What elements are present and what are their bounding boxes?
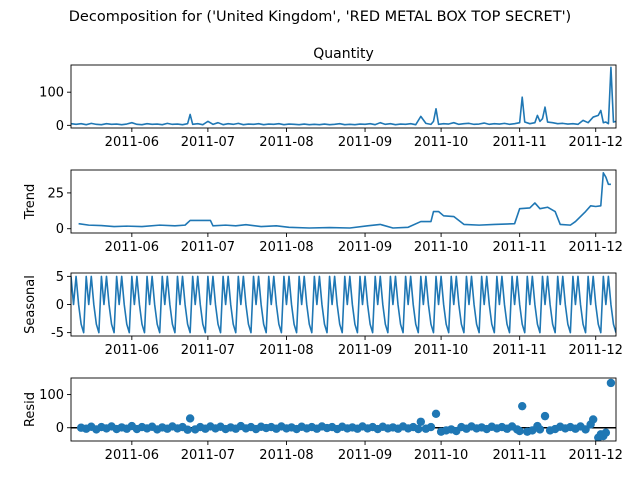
y-tick-label: 0 xyxy=(56,421,64,436)
x-tick-label: 2011-10 xyxy=(414,240,468,255)
resid-panel: 2011-06 2011-07 2011-08 2011-09 2011-10 2011-… xyxy=(23,377,623,463)
y-axis-label: Trend xyxy=(23,184,38,221)
y-axis-label: Seasonal xyxy=(23,275,38,334)
x-tick-label: 2011-09 xyxy=(338,240,392,255)
plot-area xyxy=(71,275,616,334)
y-tick-label: 100 xyxy=(39,86,64,101)
resid-point xyxy=(183,425,192,434)
x-tick-label: 2011-08 xyxy=(259,240,313,255)
x-tick-label: 2011-12 xyxy=(569,135,623,150)
x-tick-label: 2011-11 xyxy=(493,343,547,358)
resid-point xyxy=(601,428,611,437)
series-line xyxy=(71,275,616,334)
resid-point xyxy=(185,414,195,423)
y-tick-label: 25 xyxy=(47,186,64,201)
y-tick-label: 0 xyxy=(56,222,64,237)
y-tick-label: 0 xyxy=(56,298,64,313)
series-line xyxy=(78,172,611,229)
resid-point xyxy=(606,378,616,388)
y-tick-label: -5 xyxy=(51,326,64,341)
resid-point xyxy=(588,415,598,424)
x-tick-label: 2011-08 xyxy=(259,448,313,463)
y-axis-label: Resid xyxy=(23,392,38,427)
figure-suptitle: Decomposition for ('United Kingdom', 'RE… xyxy=(69,9,571,25)
plot-area xyxy=(71,378,616,441)
x-tick-label: 2011-12 xyxy=(569,240,623,255)
x-tick-label: 2011-06 xyxy=(105,135,159,150)
y-tick-label: 100 xyxy=(39,388,64,403)
x-tick-label: 2011-12 xyxy=(569,343,623,358)
x-tick-label: 2011-07 xyxy=(181,135,235,150)
quantity-panel: 2011-06 2011-07 2011-08 2011-09 2011-10 2011-… xyxy=(39,46,623,150)
resid-point xyxy=(416,417,426,426)
x-tick-label: 2011-06 xyxy=(105,343,159,358)
x-tick-label: 2011-10 xyxy=(414,135,468,150)
resid-point xyxy=(426,422,436,432)
resid-point xyxy=(515,426,524,436)
axes-frame xyxy=(70,64,617,129)
x-tick-label: 2011-08 xyxy=(259,343,313,358)
x-tick-label: 2011-10 xyxy=(414,448,468,463)
x-tick-label: 2011-11 xyxy=(493,135,547,150)
x-tick-label: 2011-07 xyxy=(181,240,235,255)
axes-frame xyxy=(70,377,617,442)
seasonal-panel: 2011-06 2011-07 2011-08 2011-09 2011-10 2011-… xyxy=(23,270,623,358)
x-tick-label: 2011-08 xyxy=(259,135,313,150)
y-tick-label: 5 xyxy=(56,270,64,285)
x-tick-label: 2011-12 xyxy=(569,448,623,463)
resid-point xyxy=(431,409,441,419)
x-tick-label: 2011-09 xyxy=(338,448,392,463)
resid-point xyxy=(414,424,423,434)
x-tick-label: 2011-06 xyxy=(105,448,159,463)
x-tick-label: 2011-09 xyxy=(338,135,392,150)
plot-area xyxy=(78,172,611,229)
y-tick-label: 0 xyxy=(56,119,64,134)
resid-point xyxy=(535,425,545,434)
x-tick-label: 2011-10 xyxy=(414,343,468,358)
axes-frame xyxy=(70,169,617,234)
panel-title: Quantity xyxy=(313,46,374,62)
plot-area xyxy=(71,66,616,126)
resid-point xyxy=(540,411,550,421)
series-line xyxy=(71,66,616,126)
trend-panel: 2011-06 2011-07 2011-08 2011-09 2011-10 2011-… xyxy=(23,169,623,255)
x-tick-label: 2011-07 xyxy=(181,448,235,463)
x-tick-label: 2011-11 xyxy=(493,240,547,255)
x-tick-label: 2011-09 xyxy=(338,343,392,358)
x-tick-label: 2011-07 xyxy=(181,343,235,358)
resid-point xyxy=(518,401,527,411)
x-tick-label: 2011-06 xyxy=(105,240,159,255)
x-tick-label: 2011-11 xyxy=(493,448,547,463)
